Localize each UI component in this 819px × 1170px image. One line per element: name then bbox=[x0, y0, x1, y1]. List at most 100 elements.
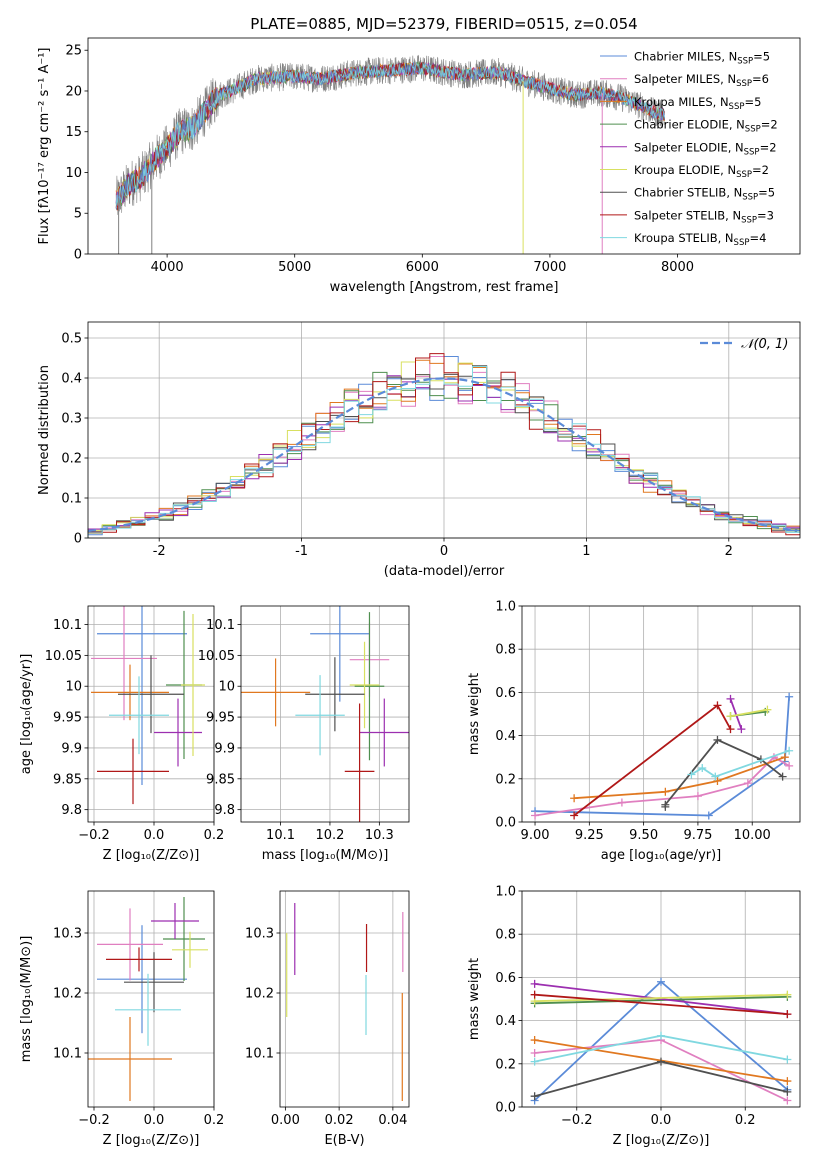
weight-marker-salpeter_stelib bbox=[530, 990, 539, 999]
legend-label: Kroupa ELODIE, NSSP=2 bbox=[634, 163, 769, 180]
y-tick-label: 10 bbox=[65, 680, 82, 695]
figure-title: PLATE=0885, MJD=52379, FIBERID=0515, z=0… bbox=[250, 15, 637, 33]
y-tick-label: 9.8 bbox=[214, 803, 235, 818]
spectrum-legend: Chabrier MILES, NSSP=5 Salpeter MILES, NS… bbox=[600, 50, 778, 248]
x-tick-label: −0.2 bbox=[78, 828, 110, 843]
axes-frame bbox=[87, 321, 801, 539]
y-tick-label: 0.8 bbox=[495, 643, 516, 658]
x-axis-label: Z [log₁₀(Z/Z⊙)] bbox=[613, 1133, 710, 1148]
y-tick-label: 9.95 bbox=[206, 711, 235, 726]
weight-marker-chabrier_stelib bbox=[530, 1092, 539, 1101]
x-tick-label: −0.2 bbox=[78, 1113, 110, 1128]
weight-line-kroupa_stelib bbox=[690, 749, 790, 778]
x-tick-label: 0.0 bbox=[144, 1113, 165, 1128]
x-tick-label: 0.2 bbox=[204, 1113, 225, 1128]
y-tick-label: 1.0 bbox=[495, 600, 516, 615]
weight-marker-salpeter_miles bbox=[743, 779, 752, 788]
y-tick-label: 20 bbox=[65, 84, 82, 99]
x-tick-label: 6000 bbox=[406, 260, 439, 275]
mass_vs_Z-axes: −0.2 0.0 0.2 10.1 10.2 10.3 Z [log₁₀(Z/Z⊙)] mas… bbox=[19, 891, 224, 1148]
y-tick-label: 9.9 bbox=[61, 741, 82, 756]
legend-label: Chabrier STELIB, NSSP=5 bbox=[634, 186, 775, 203]
y-tick-label: 0.2 bbox=[495, 1057, 516, 1072]
weight_vs_age-axes: 9.00 9.25 9.50 9.75 10.00 0.0 0.2 0.4 0.6 0.8 1.0 a… bbox=[467, 600, 800, 863]
observed-spectrum bbox=[115, 54, 665, 215]
x-tick-label: 0.2 bbox=[735, 1113, 756, 1128]
y-tick-label: 10.1 bbox=[206, 618, 235, 633]
mass_vs_Z-errorbars bbox=[88, 897, 208, 1101]
x-tick-label: -2 bbox=[153, 544, 166, 559]
y-tick-label: 0.3 bbox=[61, 412, 82, 427]
y-tick-label: 0.4 bbox=[61, 372, 82, 387]
weight-marker-chabrier_stelib bbox=[778, 772, 787, 781]
histogram-kroupa_stelib bbox=[87, 366, 800, 538]
weight_vs_Z-axes: −0.2 0.0 0.2 0.0 0.2 0.4 0.6 0.8 1.0 Z [log₁₀(Z/Z… bbox=[467, 885, 800, 1148]
weight-marker-kroupa_elodie bbox=[726, 712, 735, 721]
x-axis-label: Z [log₁₀(Z/Z⊙)] bbox=[103, 848, 200, 863]
y-tick-label: 0.4 bbox=[495, 729, 516, 744]
weight-marker-salpeter_miles bbox=[785, 761, 794, 770]
y-axis-label: age [log₁₀(age/yr)] bbox=[19, 654, 34, 775]
x-axis-label: mass [log₁₀(M/M⊙)] bbox=[262, 848, 389, 863]
weight-marker-kroupa_elodie bbox=[763, 705, 772, 714]
weight-marker-kroupa_miles bbox=[713, 776, 722, 785]
plot-layer: 4000 5000 6000 7000 80000510152025wavelength… bbox=[19, 37, 801, 1148]
y-tick-label: 0.0 bbox=[495, 816, 516, 831]
y-axis-label: mass weight bbox=[467, 958, 482, 1040]
y-tick-label: 0.0 bbox=[495, 1101, 516, 1116]
x-tick-label: 0.00 bbox=[271, 1113, 300, 1128]
weight-marker-salpeter_stelib bbox=[713, 701, 722, 710]
weight-marker-salpeter_miles bbox=[693, 792, 702, 801]
weight-marker-kroupa_stelib bbox=[711, 772, 720, 781]
y-tick-label: 10.2 bbox=[245, 987, 274, 1002]
legend-label: Salpeter ELODIE, NSSP=2 bbox=[634, 140, 777, 157]
x-tick-label: 1 bbox=[582, 544, 590, 559]
weight-marker-salpeter_elodie bbox=[737, 725, 746, 734]
x-tick-label: 0.0 bbox=[651, 1113, 672, 1128]
x-tick-label: 9.25 bbox=[575, 828, 604, 843]
x-tick-label: -1 bbox=[295, 544, 308, 559]
weight-line-chabrier_miles bbox=[534, 696, 790, 817]
weight-line-salpeter_elodie bbox=[729, 698, 743, 730]
y-tick-label: 10.1 bbox=[53, 1047, 82, 1062]
weight-marker-salpeter_elodie bbox=[530, 979, 539, 988]
y-tick-label: 0.2 bbox=[61, 452, 82, 467]
legend-label: Chabrier MILES, NSSP=5 bbox=[634, 50, 770, 67]
y-tick-label: 10.1 bbox=[245, 1047, 274, 1062]
weight-marker-chabrier_stelib bbox=[713, 735, 722, 744]
weight-marker-chabrier_miles bbox=[785, 692, 794, 701]
x-tick-label: 0.2 bbox=[204, 828, 225, 843]
weight_vs_age-lines bbox=[531, 692, 794, 820]
y-tick-label: 10 bbox=[218, 680, 235, 695]
x-tick-label: 10.00 bbox=[734, 828, 771, 843]
weight-line-salpeter_elodie bbox=[534, 983, 788, 1015]
weight-marker-salpeter_stelib bbox=[570, 811, 579, 820]
y-tick-label: 5 bbox=[74, 207, 82, 222]
y-tick-label: 0 bbox=[74, 532, 82, 547]
age_vs_Z-errorbars bbox=[91, 606, 205, 805]
x-tick-label: 10.2 bbox=[315, 828, 344, 843]
y-axis-label: mass weight bbox=[467, 673, 482, 755]
axes-frame bbox=[87, 605, 215, 823]
x-tick-label: 5000 bbox=[278, 260, 311, 275]
x-tick-label: −0.2 bbox=[561, 1113, 593, 1128]
weight-line-kroupa_miles bbox=[574, 756, 786, 800]
weight-marker-kroupa_stelib bbox=[785, 746, 794, 755]
axes-frame bbox=[87, 890, 215, 1108]
model-spectrum-kroupa_miles bbox=[115, 61, 665, 211]
weight-marker-chabrier_stelib bbox=[783, 1087, 792, 1096]
y-axis-label: Normed distribution bbox=[37, 365, 52, 495]
x-tick-label: 8000 bbox=[661, 260, 694, 275]
x-axis-label: Z [log₁₀(Z/Z⊙)] bbox=[103, 1133, 200, 1148]
x-tick-label: 9.00 bbox=[521, 828, 550, 843]
weight-line-salpeter_miles bbox=[534, 756, 790, 817]
y-axis-label: mass [log₁₀(M/M⊙)] bbox=[19, 936, 34, 1063]
weight-marker-kroupa_stelib bbox=[698, 764, 707, 772]
x-tick-label: 10.1 bbox=[266, 828, 295, 843]
weight-marker-salpeter_miles bbox=[783, 1096, 792, 1105]
y-tick-label: 10.3 bbox=[245, 927, 274, 942]
weight-marker-chabrier_miles bbox=[704, 811, 713, 820]
weight-marker-salpeter_miles bbox=[530, 1049, 539, 1057]
weight-marker-salpeter_stelib bbox=[726, 725, 735, 734]
y-tick-label: 10.3 bbox=[53, 927, 82, 942]
